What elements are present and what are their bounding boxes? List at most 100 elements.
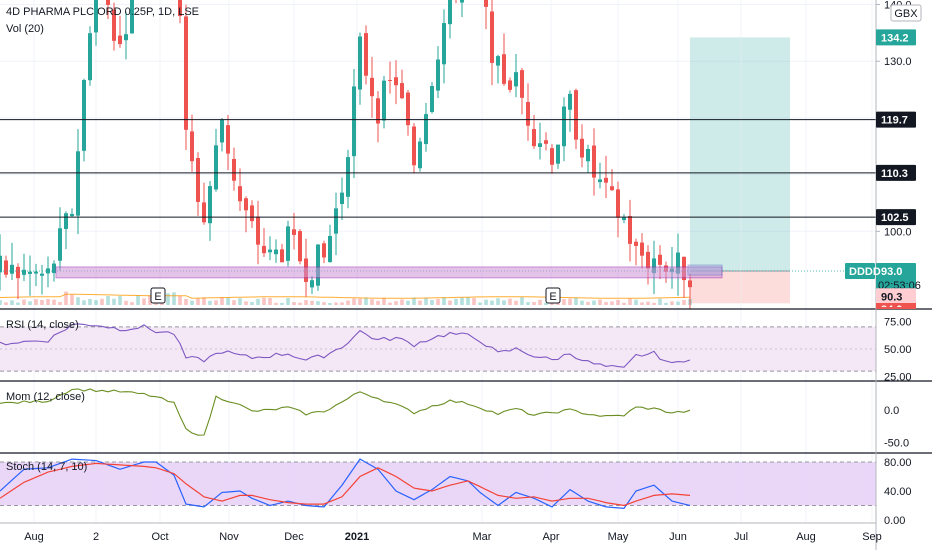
candle-body	[292, 229, 296, 235]
candle-body	[76, 151, 80, 216]
candle-body	[688, 280, 692, 288]
stochastic-band	[0, 462, 876, 506]
candle-body	[340, 192, 344, 205]
candle-body	[502, 54, 506, 84]
volume-bar	[658, 298, 662, 305]
candle-body	[346, 157, 350, 197]
target-zone	[690, 37, 790, 272]
volume-bar	[598, 299, 602, 305]
volume-bar	[334, 302, 338, 305]
price-tick-label: 130.0	[884, 56, 912, 68]
candle-body	[364, 33, 368, 76]
time-axis-label: Mar	[473, 531, 492, 543]
candle-body	[628, 215, 632, 244]
volume-bars	[0, 291, 692, 305]
volume-bar	[574, 297, 578, 305]
rsi-series	[0, 323, 691, 368]
volume-bar	[106, 296, 110, 305]
candle-body	[220, 119, 224, 143]
stop-tag: 90.3	[881, 291, 902, 303]
candle-body	[418, 141, 422, 169]
rsi-line	[0, 323, 691, 368]
candle-body	[562, 106, 566, 147]
currency-label: GBX	[894, 8, 918, 20]
volume-bar	[484, 299, 488, 305]
candle-body	[214, 145, 218, 190]
volume-bar	[196, 298, 200, 305]
candle-body	[112, 9, 116, 41]
candle-body	[376, 98, 380, 124]
candle-body	[178, 0, 182, 17]
long-position-tool[interactable]	[690, 37, 790, 304]
time-axis-label: Dec	[284, 531, 304, 543]
candle-body	[82, 80, 86, 151]
candle-body	[586, 148, 590, 162]
volume-bar	[514, 300, 518, 305]
volume-bar	[646, 301, 650, 305]
volume-bar	[262, 297, 266, 305]
time-axis-label: Nov	[219, 531, 239, 543]
time-axis-label: Aug	[796, 531, 816, 543]
candle-body	[232, 158, 236, 181]
volume-bar	[682, 300, 686, 305]
stochastic-k-line	[0, 458, 691, 510]
candle-body	[556, 144, 560, 164]
rsi-tick-label: 75.00	[884, 316, 912, 328]
candle-body	[580, 138, 584, 158]
candle-body	[274, 249, 278, 255]
volume-bar	[532, 301, 536, 305]
candle-body	[124, 34, 128, 41]
volume-bar	[112, 298, 116, 305]
candle-body	[490, 11, 494, 63]
earnings-marker-label: E	[549, 291, 556, 303]
volume-bar	[610, 301, 614, 305]
candle-body	[298, 231, 302, 262]
price-tick-label: 100.0	[884, 226, 912, 238]
volume-bar	[34, 299, 38, 305]
target-price-tag-bg	[876, 29, 916, 46]
volume-bar	[100, 298, 104, 305]
candle-body	[58, 228, 62, 261]
time-axis-label: 2021	[345, 531, 369, 543]
selected-zone-handle	[687, 264, 723, 276]
volume-bar	[340, 302, 344, 305]
candle-body	[568, 93, 572, 110]
volume-bar	[142, 298, 146, 305]
volume-bar	[520, 297, 524, 305]
volume-bar	[220, 297, 224, 305]
rsi-tick-label: 50.00	[884, 344, 912, 356]
volume-bar	[370, 299, 374, 305]
candle-body	[118, 35, 122, 45]
volume-bar	[634, 299, 638, 305]
volume-bar	[52, 299, 56, 305]
volume-bar	[58, 301, 62, 305]
candle-body	[328, 235, 332, 263]
candle-body	[532, 129, 536, 147]
candle-body	[514, 72, 518, 87]
candle-body	[520, 70, 524, 98]
volume-bar	[232, 300, 236, 305]
volume-bar	[604, 302, 608, 305]
candle-body	[400, 83, 404, 99]
candle-body	[196, 158, 200, 202]
volume-bar	[568, 298, 572, 305]
candle-body	[394, 77, 398, 86]
volume-bar	[640, 302, 644, 305]
volume-bar	[94, 300, 98, 305]
volume-bar	[268, 298, 272, 305]
volume-bar	[352, 298, 356, 305]
volume-bar	[316, 301, 320, 305]
support-zone-rect	[55, 266, 723, 279]
volume-bar	[124, 300, 128, 305]
candle-body	[610, 186, 614, 191]
momentum-tick-label: 0.0	[884, 405, 899, 417]
volume-bar	[274, 302, 278, 305]
volume-bar	[400, 299, 404, 305]
currency-badge[interactable]	[890, 4, 922, 22]
indicator-bands	[0, 326, 876, 506]
volume-bar	[508, 298, 512, 305]
volume-bar	[136, 295, 140, 305]
time-axis-label: Jun	[669, 531, 687, 543]
